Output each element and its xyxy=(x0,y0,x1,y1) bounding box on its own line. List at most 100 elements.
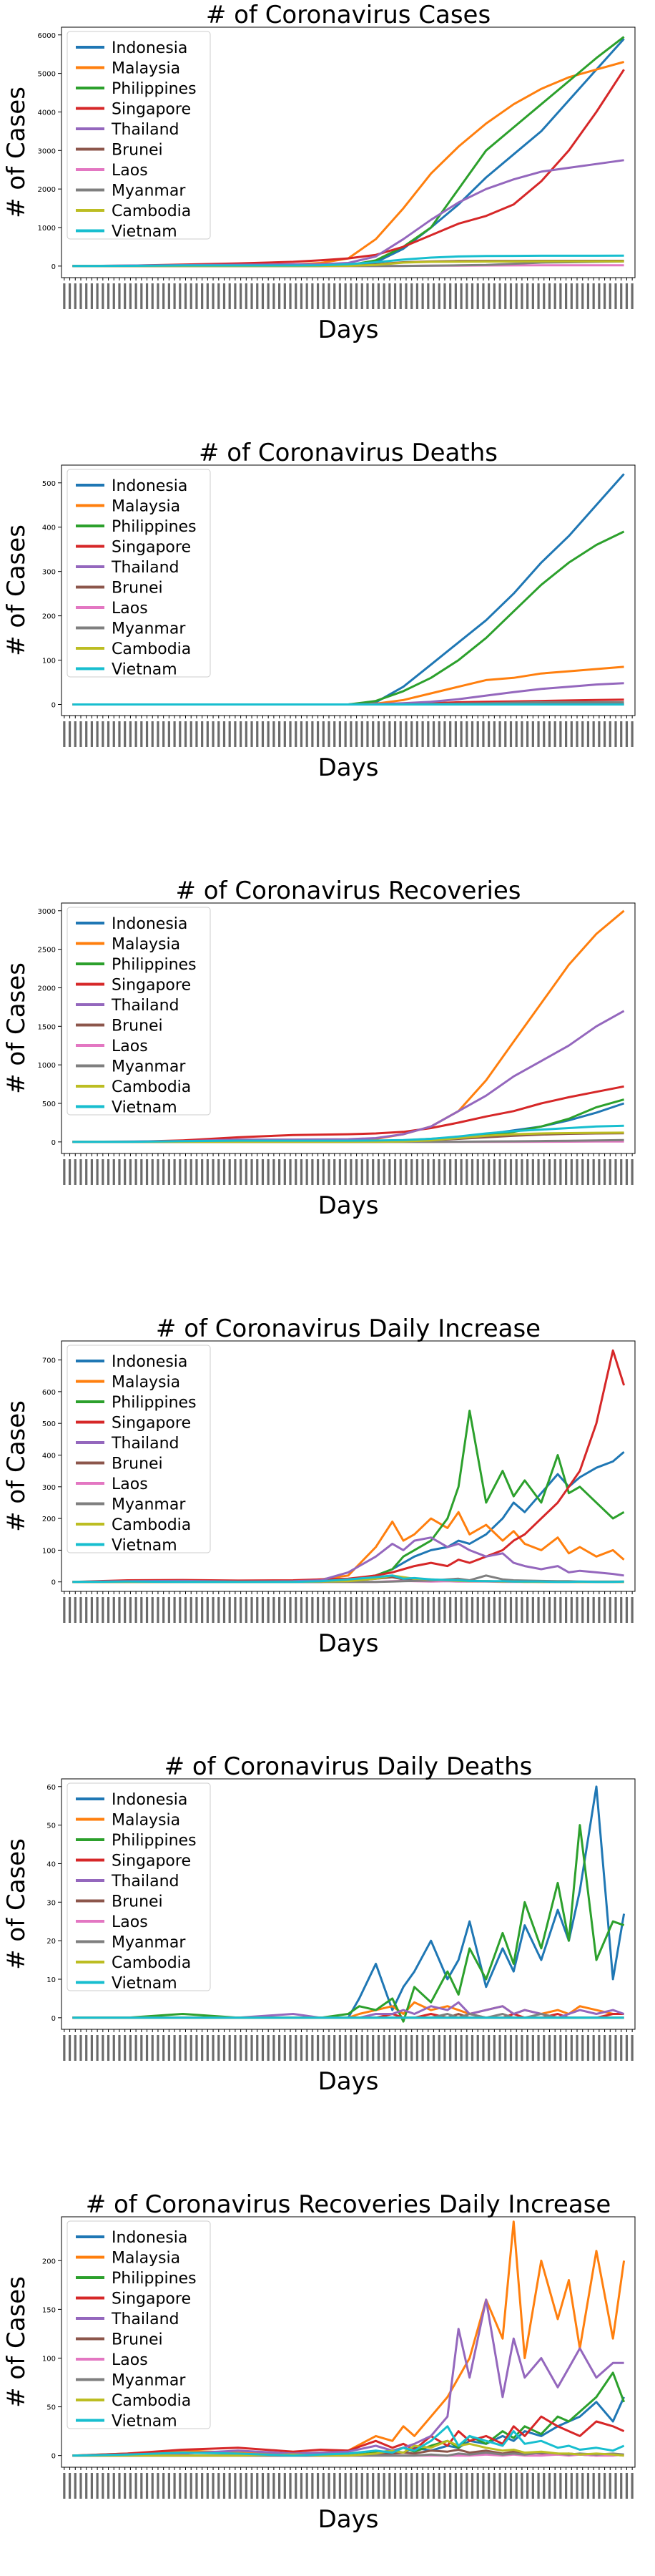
legend-label-laos: Laos xyxy=(112,600,148,618)
x-tick-label-mark xyxy=(625,2035,629,2061)
x-tick-label-mark xyxy=(328,1159,330,1185)
x-tick-label-mark xyxy=(355,1597,358,1623)
x-tick-label-mark xyxy=(322,283,325,309)
x-tick-label-mark xyxy=(625,1159,629,1185)
x-tick-label-mark xyxy=(405,2035,408,2061)
x-tick-label-mark xyxy=(509,1597,513,1623)
x-tick-label-mark xyxy=(377,721,380,747)
x-tick-label-mark xyxy=(559,2473,562,2499)
x-tick-label-mark xyxy=(526,283,529,309)
x-tick-label-mark xyxy=(625,283,629,309)
x-tick-label-mark xyxy=(553,721,556,747)
x-tick-label-mark xyxy=(189,721,192,747)
legend-label-malaysia: Malaysia xyxy=(112,2250,180,2268)
x-tick-label-mark xyxy=(267,1597,270,1623)
x-tick-label-mark xyxy=(212,721,215,747)
x-tick-label-mark xyxy=(410,2035,413,2061)
x-tick-label-mark xyxy=(295,1597,297,1623)
x-tick-label-mark xyxy=(476,2473,479,2499)
x-tick-label-mark xyxy=(173,1597,176,1623)
x-tick-label-mark xyxy=(366,2473,369,2499)
x-tick-label-mark xyxy=(531,1597,534,1623)
x-tick-label-mark xyxy=(620,283,623,309)
x-tick-label-mark xyxy=(603,721,606,747)
x-tick-label-mark xyxy=(548,1597,551,1623)
x-tick-label-mark xyxy=(509,2035,513,2061)
legend-label-cambodia: Cambodia xyxy=(112,1954,191,1972)
x-tick-label-mark xyxy=(614,2473,617,2499)
x-tick-label-mark xyxy=(488,1159,491,1185)
x-tick-label-mark xyxy=(360,2473,363,2499)
x-tick-label-mark xyxy=(195,2035,198,2061)
legend-label-philippines: Philippines xyxy=(112,956,197,974)
x-tick-label-mark xyxy=(366,1159,369,1185)
x-tick-label-mark xyxy=(360,2035,363,2061)
x-tick-label-mark xyxy=(206,721,209,747)
x-tick-label-mark xyxy=(234,2035,237,2061)
chart-panel-2: # of Coronavirus Deaths 0 100 200 300 400 500 D… xyxy=(2,439,636,782)
x-tick-label-mark xyxy=(300,2473,303,2499)
x-tick-label-mark xyxy=(151,1159,154,1185)
x-tick-label-mark xyxy=(614,2035,617,2061)
x-tick-label-mark xyxy=(471,2035,474,2061)
x-tick-label-mark xyxy=(145,1159,149,1185)
x-tick-label-mark xyxy=(267,2035,270,2061)
x-tick-label-mark xyxy=(521,1597,523,1623)
series-line-thailand xyxy=(72,2001,625,2019)
x-tick-label-mark xyxy=(261,721,265,747)
legend-label-laos: Laos xyxy=(112,1913,148,1931)
x-tick-label-mark xyxy=(338,1597,342,1623)
series-line-thailand xyxy=(72,2298,624,2457)
x-tick-label-mark xyxy=(134,283,137,309)
x-tick-label-mark xyxy=(405,721,408,747)
y-axis-label: # of Cases xyxy=(2,1400,31,1532)
x-tick-label-mark xyxy=(537,1597,540,1623)
y-tick-label: 1500 xyxy=(38,1023,56,1031)
x-tick-label-mark xyxy=(383,1597,385,1623)
x-tick-label-mark xyxy=(201,1159,204,1185)
x-tick-label-mark xyxy=(278,1597,281,1623)
x-tick-label-mark xyxy=(212,2473,215,2499)
x-tick-label-mark xyxy=(68,2035,72,2061)
x-tick-label-mark xyxy=(124,1597,127,1623)
x-tick-label-mark xyxy=(366,2035,369,2061)
x-tick-label-mark xyxy=(581,1597,584,1623)
x-tick-label-mark xyxy=(68,283,72,309)
y-tick-label: 5000 xyxy=(38,71,56,79)
x-tick-label-mark xyxy=(576,2473,578,2499)
x-tick-label-mark xyxy=(333,2473,336,2499)
y-tick-label: 4000 xyxy=(38,109,56,117)
legend-label-malaysia: Malaysia xyxy=(112,498,180,516)
x-tick-label-mark xyxy=(476,1159,479,1185)
x-tick-label-mark xyxy=(344,721,347,747)
x-tick-label-mark xyxy=(201,2473,204,2499)
x-tick-label-mark xyxy=(228,721,231,747)
x-tick-label-mark xyxy=(432,283,435,309)
x-tick-label-mark xyxy=(256,2035,259,2061)
x-tick-label-mark xyxy=(222,283,226,309)
x-tick-label-mark xyxy=(333,283,336,309)
legend-label-cambodia: Cambodia xyxy=(112,640,191,658)
x-tick-label-mark xyxy=(212,1597,215,1623)
x-tick-label-mark xyxy=(488,283,491,309)
x-tick-label-mark xyxy=(405,1597,408,1623)
x-tick-label-mark xyxy=(460,2473,463,2499)
x-tick-label-mark xyxy=(250,283,253,309)
x-tick-label-mark xyxy=(531,283,534,309)
x-tick-label-mark xyxy=(107,2473,110,2499)
x-tick-label-mark xyxy=(399,2035,402,2061)
x-tick-label-mark xyxy=(245,2035,247,2061)
x-tick-label-mark xyxy=(212,283,215,309)
x-tick-label-mark xyxy=(620,1597,623,1623)
x-tick-label-mark xyxy=(134,721,137,747)
x-tick-label-mark xyxy=(521,721,523,747)
x-tick-label-mark xyxy=(206,283,209,309)
x-tick-label-mark xyxy=(553,1159,556,1185)
x-tick-label-mark xyxy=(366,283,369,309)
series-line-vietnam xyxy=(72,2425,625,2457)
x-tick-label-mark xyxy=(438,283,440,309)
x-tick-label-mark xyxy=(388,2035,391,2061)
x-tick-label-mark xyxy=(85,721,88,747)
x-tick-label-mark xyxy=(124,1159,127,1185)
x-tick-label-mark xyxy=(206,1597,209,1623)
